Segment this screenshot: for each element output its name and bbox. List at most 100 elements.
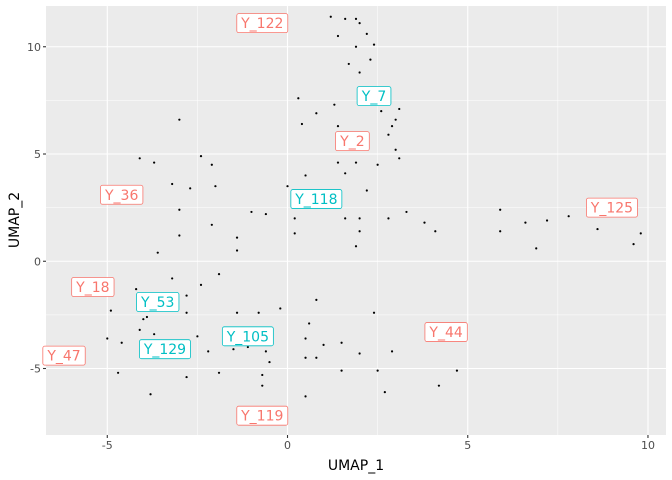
- data-point: [545, 219, 549, 222]
- data-point: [596, 227, 599, 231]
- data-point: [524, 221, 527, 224]
- point-label-box: [424, 322, 468, 342]
- point-label: Y_18: [71, 277, 115, 297]
- point-label: Y_2: [335, 131, 370, 152]
- data-point: [499, 208, 502, 211]
- data-point: [358, 230, 361, 233]
- data-point: [261, 373, 264, 377]
- data-point: [405, 210, 408, 214]
- data-point: [423, 221, 426, 224]
- point-label-text: Y_122: [240, 16, 283, 32]
- data-point: [214, 185, 217, 188]
- point-label: Y_129: [139, 339, 191, 360]
- data-point: [171, 182, 174, 186]
- point-labels: Y_122 Y_7 Y_2 Y_36 Y_118 Y_125 Y_18 Y_53 Y_44 Y_1…: [42, 13, 638, 426]
- data-point: [354, 245, 358, 248]
- minor-grid: [46, 6, 666, 435]
- data-point: [279, 307, 282, 310]
- data-point: [300, 122, 304, 126]
- data-point: [567, 215, 570, 218]
- data-point: [264, 350, 267, 353]
- data-point: [153, 333, 156, 336]
- data-point: [293, 232, 296, 235]
- data-point: [261, 384, 264, 387]
- point-label-box: [71, 277, 115, 297]
- data-point: [336, 125, 340, 128]
- y-tick-label: -5: [30, 363, 41, 376]
- data-point: [344, 172, 347, 175]
- data-point: [390, 125, 394, 128]
- data-point: [304, 174, 307, 177]
- data-point: [264, 212, 267, 216]
- data-point: [120, 341, 123, 344]
- data-point: [372, 311, 376, 314]
- data-point: [336, 161, 340, 164]
- data-point: [156, 251, 159, 254]
- data-point: [358, 352, 361, 355]
- data-point: [308, 322, 311, 325]
- data-point: [369, 58, 372, 61]
- data-point: [358, 22, 361, 25]
- data-point: [372, 43, 376, 46]
- data-point: [632, 242, 635, 246]
- data-point: [149, 393, 152, 396]
- point-label-box: [42, 345, 86, 366]
- point-label-text: Y_125: [590, 201, 633, 217]
- data-point: [268, 360, 271, 364]
- data-point: [171, 277, 174, 280]
- data-point: [235, 311, 239, 314]
- data-point: [344, 17, 347, 20]
- data-point: [138, 157, 141, 160]
- point-label: Y_44: [424, 322, 468, 342]
- point-label-text: Y_119: [240, 409, 283, 425]
- data-point: [354, 161, 358, 164]
- data-point: [329, 15, 332, 18]
- data-point: [235, 249, 239, 252]
- point-label-text: Y_36: [104, 188, 138, 204]
- point-label: Y_36: [100, 184, 144, 205]
- data-point: [286, 185, 289, 188]
- data-point: [398, 107, 401, 111]
- point-label-text: Y_53: [140, 295, 174, 311]
- point-label-box: [100, 184, 144, 205]
- data-point: [185, 294, 188, 297]
- data-point: [455, 369, 459, 372]
- point-label-text: Y_118: [294, 192, 337, 208]
- data-point: [383, 391, 386, 394]
- data-points: [106, 15, 642, 398]
- data-point: [304, 356, 307, 359]
- data-point: [434, 230, 437, 233]
- point-label-box: [221, 326, 274, 347]
- data-point: [210, 223, 213, 226]
- data-point: [387, 217, 390, 220]
- data-point: [340, 369, 343, 372]
- data-point: [135, 288, 138, 291]
- y-axis-title: UMAP_2: [7, 192, 23, 248]
- data-point: [347, 62, 350, 66]
- point-label-box: [335, 131, 370, 152]
- point-label-text: Y_44: [428, 325, 462, 341]
- point-label-text: Y_105: [226, 329, 269, 345]
- data-point: [153, 161, 156, 164]
- plot-panel: [46, 6, 666, 435]
- y-tick-label: 10: [27, 41, 41, 54]
- data-point: [250, 210, 253, 214]
- data-point: [235, 236, 239, 239]
- data-point: [297, 97, 300, 100]
- point-label-box: [356, 86, 392, 106]
- point-label-box: [586, 197, 638, 218]
- data-point: [376, 163, 379, 166]
- data-point: [365, 189, 368, 192]
- x-axis: -5 0 5 10: [102, 435, 655, 452]
- data-point: [178, 234, 181, 237]
- data-point: [315, 112, 318, 115]
- data-point: [293, 217, 296, 220]
- data-point: [304, 395, 307, 398]
- y-axis: -5 0 5 10: [27, 41, 46, 376]
- point-label: Y_47: [42, 345, 86, 366]
- data-point: [336, 34, 340, 38]
- data-point: [333, 103, 336, 106]
- data-point: [178, 118, 181, 121]
- data-point: [189, 187, 192, 190]
